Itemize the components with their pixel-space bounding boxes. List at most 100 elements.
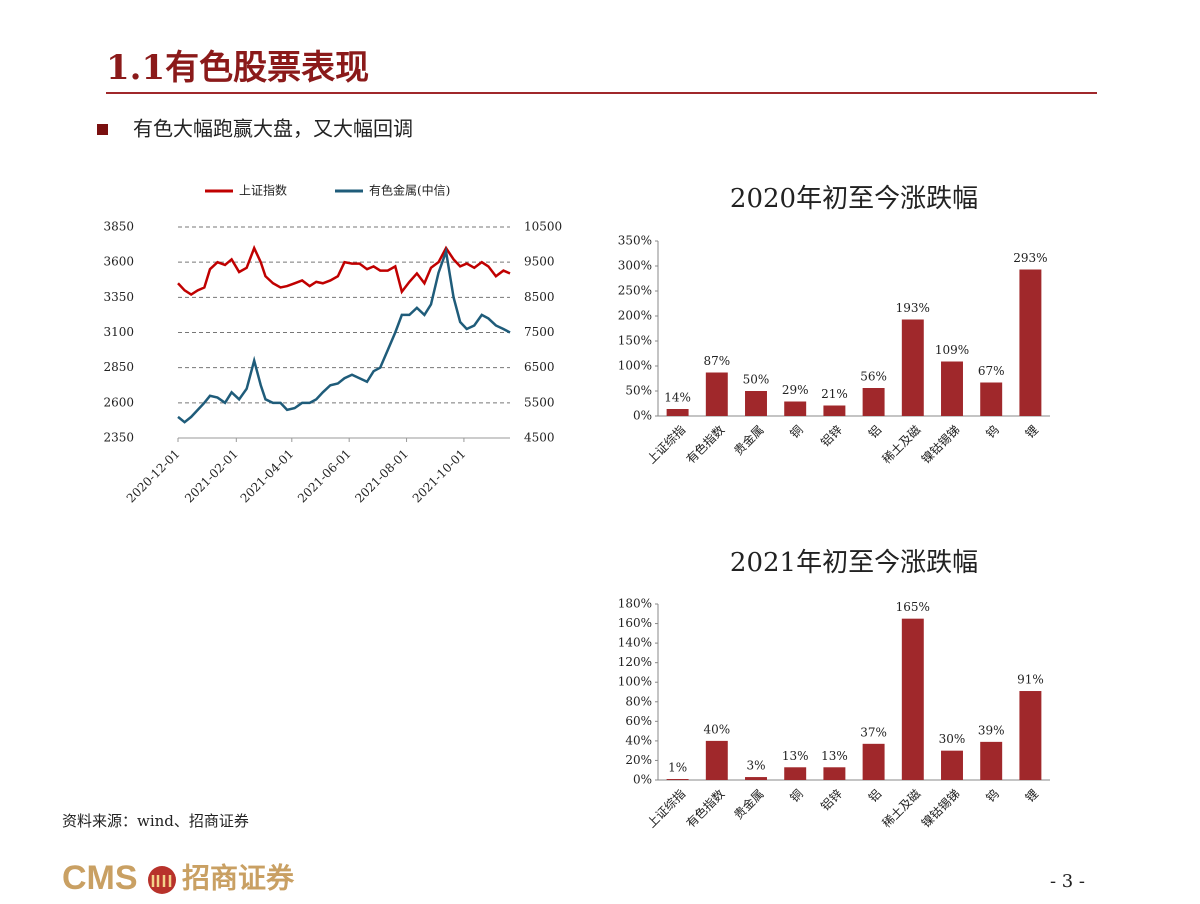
y-tick-label: 160% (618, 616, 652, 630)
y-tick-label: 300% (618, 259, 652, 273)
logo-en: CMS (62, 859, 138, 897)
x-tick-label: 贵金属 (731, 422, 767, 458)
y-tick-label: 350% (618, 234, 652, 248)
bar (745, 777, 767, 780)
y2-tick-label: 10500 (524, 220, 562, 234)
bar (705, 372, 728, 416)
x-tick-label: 铝 (865, 786, 884, 805)
y-tick-label: 120% (618, 655, 652, 669)
y-tick-label: 40% (625, 733, 652, 747)
data-label: 14% (664, 391, 691, 405)
page-number: - 3 - (1050, 871, 1085, 892)
logo-cn: 招商证券 (182, 862, 295, 895)
x-tick-label: 钨 (983, 786, 1002, 805)
x-tick-label: 铝锌 (817, 422, 845, 450)
data-label: 165% (896, 600, 930, 614)
x-tick-label: 2021-06-01 (295, 447, 354, 506)
x-tick-label: 铜 (787, 786, 806, 805)
x-tick-label: 镍钴锡锑 (918, 786, 963, 831)
x-tick-label: 有色指数 (683, 786, 728, 831)
bar (862, 743, 885, 780)
chart-title: 2021年初至今涨跌幅 (730, 548, 978, 578)
y-tick-label: 50% (625, 384, 652, 398)
line-series (177, 246, 511, 424)
legend-label: 有色金属(中信) (369, 183, 450, 198)
y2-tick-label: 9500 (524, 255, 555, 269)
y-tick-label: 0% (633, 773, 652, 787)
chart-title: 2020年初至今涨跌幅 (730, 184, 978, 214)
bar (666, 779, 689, 780)
data-label: 56% (860, 370, 887, 384)
bar (666, 409, 689, 416)
line-series (177, 244, 511, 297)
logo-icon-stripes (151, 875, 172, 887)
bar (705, 740, 728, 780)
y-tick-label: 200% (618, 309, 652, 323)
x-tick-label: 铝锌 (817, 786, 845, 814)
x-tick-label: 镍钴锡锑 (918, 422, 963, 467)
data-label: 39% (978, 723, 1005, 737)
data-label: 293% (1013, 251, 1047, 265)
bar (745, 391, 767, 416)
bar (980, 741, 1003, 780)
legend-label: 上证指数 (239, 183, 287, 198)
bar (1019, 691, 1042, 780)
y-tick-label: 250% (618, 284, 652, 298)
x-tick-label: 2021-08-01 (352, 447, 411, 506)
y-tick-label: 3100 (103, 325, 134, 339)
data-label: 67% (978, 364, 1005, 378)
x-tick-label: 上证综指 (644, 422, 689, 467)
data-label: 50% (743, 373, 770, 387)
x-tick-label: 2020-12-01 (124, 447, 183, 506)
data-label: 109% (935, 343, 969, 357)
x-tick-label: 铝 (865, 422, 884, 441)
bar (784, 767, 807, 780)
data-label: 193% (896, 301, 930, 315)
data-label: 37% (860, 725, 887, 739)
data-label: 13% (821, 749, 848, 763)
y-tick-label: 150% (618, 334, 652, 348)
x-tick-label: 贵金属 (731, 786, 767, 822)
source-note: 资料来源：wind、招商证券 (62, 812, 249, 830)
x-tick-label: 2021-10-01 (410, 447, 469, 506)
y-tick-label: 140% (618, 636, 652, 650)
bar (823, 767, 846, 780)
y2-tick-label: 5500 (524, 395, 555, 409)
y-tick-label: 2850 (103, 360, 134, 374)
bar (823, 405, 846, 416)
y-tick-label: 100% (618, 675, 652, 689)
bar (1019, 269, 1042, 416)
y-tick-label: 2350 (103, 431, 134, 445)
bar (980, 382, 1003, 416)
data-label: 40% (703, 722, 730, 736)
data-label: 13% (782, 749, 809, 763)
bar (901, 618, 924, 780)
bar (941, 361, 963, 416)
x-tick-label: 上证综指 (644, 786, 689, 831)
slide-title: 1.1有色股票表现 (106, 48, 369, 88)
y2-tick-label: 8500 (524, 290, 555, 304)
bar (941, 750, 963, 780)
x-tick-label: 稀土及磁 (879, 786, 924, 831)
x-tick-label: 有色指数 (683, 422, 728, 467)
bar (784, 401, 807, 416)
y-tick-label: 20% (625, 753, 652, 767)
x-tick-label: 铜 (787, 422, 806, 441)
y-tick-label: 3600 (103, 255, 134, 269)
data-label: 87% (703, 354, 730, 368)
x-tick-label: 2021-02-01 (182, 447, 241, 506)
y2-tick-label: 7500 (524, 325, 555, 339)
y-tick-label: 0% (633, 409, 652, 423)
y-tick-label: 180% (618, 597, 652, 611)
data-label: 21% (821, 387, 848, 401)
data-label: 3% (746, 759, 765, 773)
data-label: 29% (782, 383, 809, 397)
bar (901, 319, 924, 416)
y-tick-label: 3350 (103, 290, 134, 304)
bullet-mark (97, 124, 108, 135)
data-label: 1% (668, 761, 687, 775)
y-tick-label: 3850 (103, 220, 134, 234)
bullet-text: 有色大幅跑赢大盘，又大幅回调 (133, 117, 413, 141)
y2-tick-label: 6500 (524, 360, 555, 374)
y-tick-label: 60% (625, 714, 652, 728)
